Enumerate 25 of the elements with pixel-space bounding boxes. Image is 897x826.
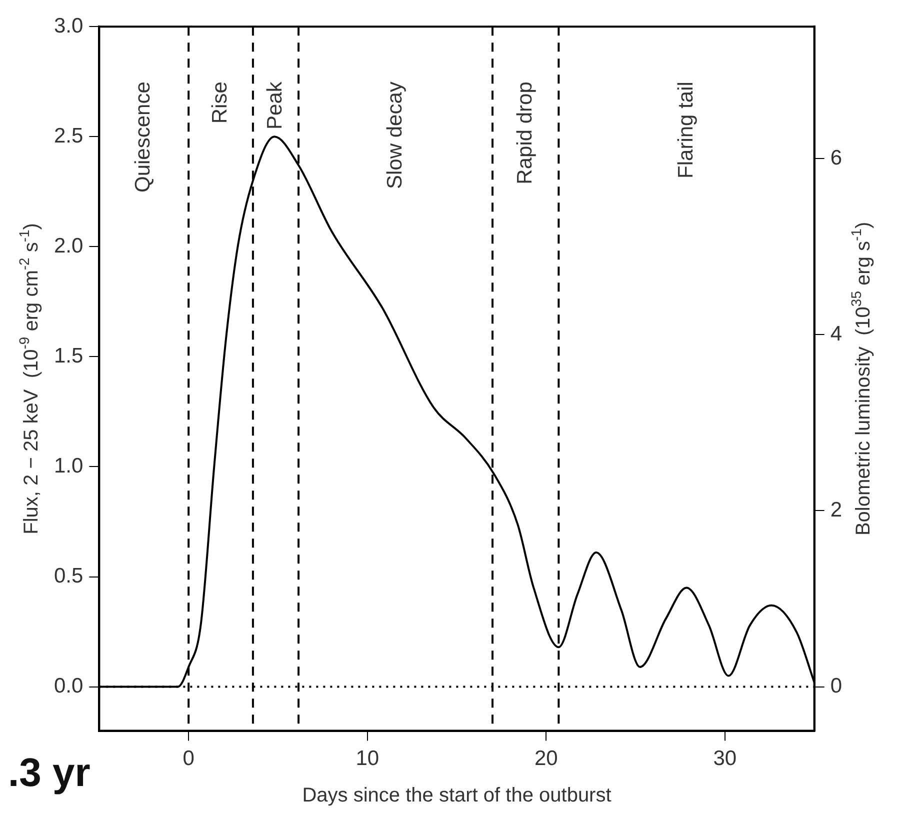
- x-axis-title: Days since the start of the outburst: [302, 784, 612, 807]
- y2-tick-label: 0: [830, 674, 842, 698]
- x-tick-label: 30: [713, 747, 737, 770]
- text: .3 yr: [8, 750, 90, 795]
- annotation: Quiescence: [132, 82, 155, 193]
- y-axis-title: Flux, 2 − 25 keV (10-9 erg cm-2 s-1): [16, 223, 43, 534]
- y-tick-label: 3.0: [54, 14, 84, 38]
- y2-axis-title: Bolometric luminosity (1035 erg s-1): [848, 222, 875, 536]
- annotation: Flaring tail: [674, 82, 698, 178]
- y-tick-label: 0.0: [54, 674, 84, 698]
- y-tick-label: 1.0: [54, 454, 84, 478]
- annotation: Rise: [208, 82, 232, 124]
- y-tick-label: 0.5: [54, 564, 84, 588]
- x-tick-label: 20: [534, 747, 558, 770]
- y2-tick-label: 2: [830, 498, 842, 522]
- annotation: Rapid drop: [513, 82, 536, 184]
- x-tick-label: 10: [356, 747, 380, 770]
- y-tick-label: 1.5: [54, 344, 84, 368]
- y2-tick-label: 4: [830, 322, 842, 346]
- annotation: Peak: [264, 81, 287, 130]
- y-tick-label: 2.0: [54, 234, 84, 258]
- y-tick-label: 2.5: [54, 124, 84, 148]
- x-tick-label: 0: [182, 747, 194, 770]
- annotation: Slow decay: [383, 81, 406, 189]
- y2-tick-label: 6: [830, 146, 842, 170]
